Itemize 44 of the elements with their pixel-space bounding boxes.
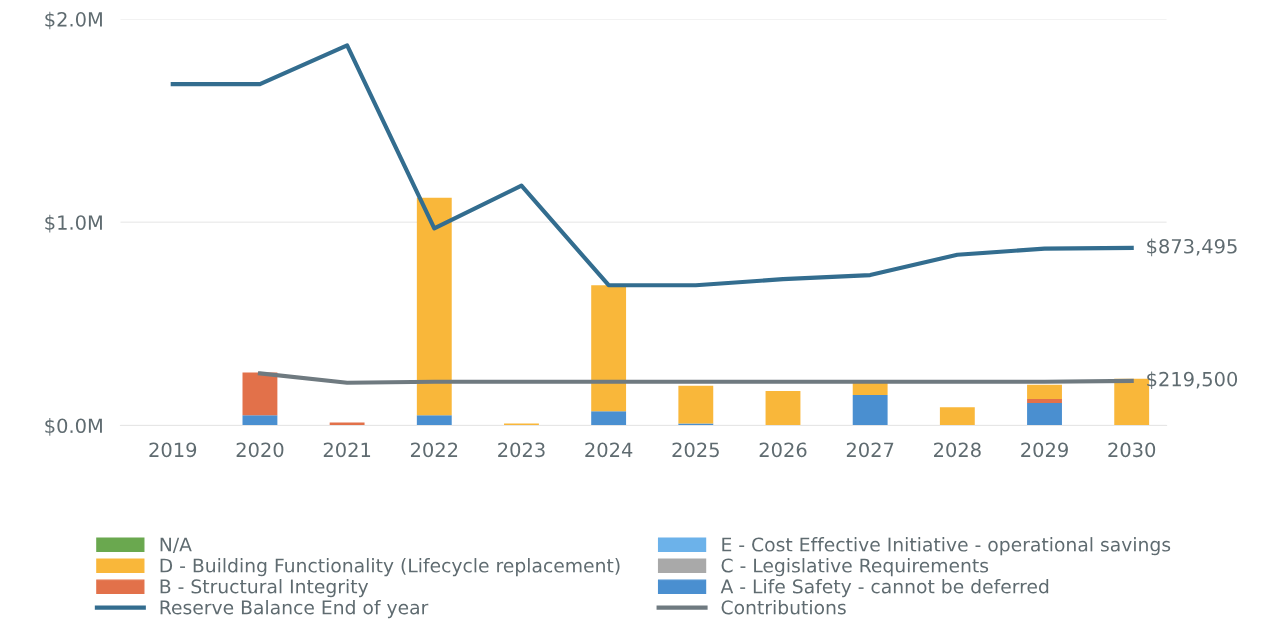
legend-label: N/A (160, 537, 192, 554)
x-tick-label: 2028 (934, 442, 981, 458)
bar (678, 423, 714, 426)
x-tick-label: 2030 (1108, 442, 1156, 458)
legend-label: Reserve Balance End of year (160, 599, 429, 619)
bar (1027, 384, 1062, 400)
bar (242, 415, 278, 426)
bar (504, 423, 539, 426)
x-tick-label: 2022 (410, 442, 458, 458)
line-series (170, 43, 1134, 288)
x-tick-label: 2029 (1021, 442, 1068, 458)
y-tick-label: $1.0M (45, 214, 102, 233)
x-tick-label: 2020 (236, 442, 284, 458)
legend-label: Contributions (721, 599, 846, 615)
y-tick-label: $0.0M (45, 418, 102, 436)
x-tick-label: 2019 (149, 442, 197, 458)
bar (852, 394, 888, 426)
line-series (257, 371, 1134, 385)
y-tick-label: $2.0M (45, 11, 102, 30)
x-tick-label: 2021 (323, 442, 371, 458)
x-tick-label: 2025 (672, 442, 719, 458)
bar (1027, 403, 1062, 426)
bar (765, 390, 801, 426)
legend-label: C - Legislative Requirements (721, 558, 989, 577)
bar (852, 382, 888, 395)
bar (591, 285, 627, 412)
legend-label: E - Cost Effective Initiative - operational savings (722, 537, 1171, 556)
legend-label: B - Structural Integrity (160, 579, 369, 598)
bar (1027, 399, 1062, 404)
bar (329, 422, 365, 426)
bar (416, 197, 452, 416)
x-tick-label: 2027 (846, 442, 894, 458)
bar (678, 385, 714, 424)
bar (242, 372, 278, 416)
data-label: $219,500 (1147, 371, 1238, 390)
legend-label: D - Building Functionality (Lifecycle replacement) (160, 558, 620, 577)
bar (416, 415, 452, 426)
x-tick-label: 2023 (498, 442, 545, 458)
bar (939, 407, 975, 426)
bar (591, 411, 627, 426)
data-label: $873,495 (1147, 238, 1237, 257)
x-tick-label: 2026 (759, 442, 807, 458)
x-tick-label: 2024 (585, 442, 633, 458)
legend-label: A - Life Safety - cannot be deferred (720, 579, 1049, 598)
